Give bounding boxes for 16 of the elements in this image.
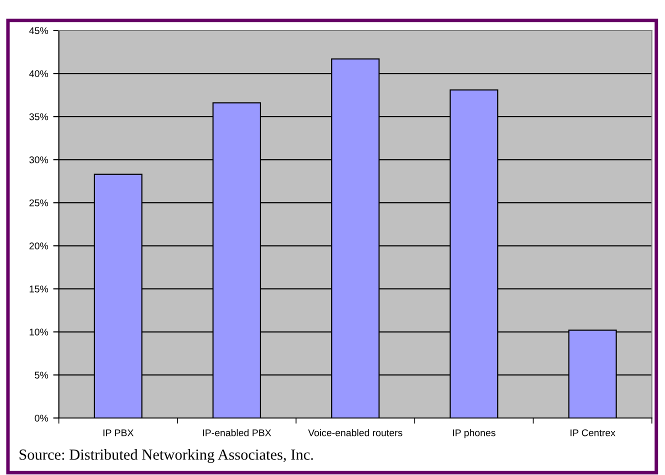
y-tick-label: 45% xyxy=(29,27,48,34)
y-tick-label: 40% xyxy=(29,70,48,78)
y-tick-label: 0% xyxy=(34,414,48,422)
x-tick-label: IP-enabled PBX xyxy=(203,429,272,436)
x-tick-label: IP PBX xyxy=(103,429,134,436)
y-tick-label: 30% xyxy=(29,156,48,164)
y-tick-label: 15% xyxy=(30,286,48,292)
y-tick-label: 20% xyxy=(29,242,48,250)
x-tick-label: IP phones xyxy=(453,429,496,438)
y-tick-label: 35% xyxy=(29,113,48,120)
x-tick-label: IP Centrex xyxy=(570,429,616,436)
x-tick-label: Voice-enabled routers xyxy=(308,429,402,436)
y-tick-label: 25% xyxy=(29,199,48,206)
y-tick-label: 5% xyxy=(34,372,48,379)
y-tick-label: 10% xyxy=(30,328,48,336)
source-note: Source: Distributed Networking Associates, Inc. xyxy=(20,449,313,463)
